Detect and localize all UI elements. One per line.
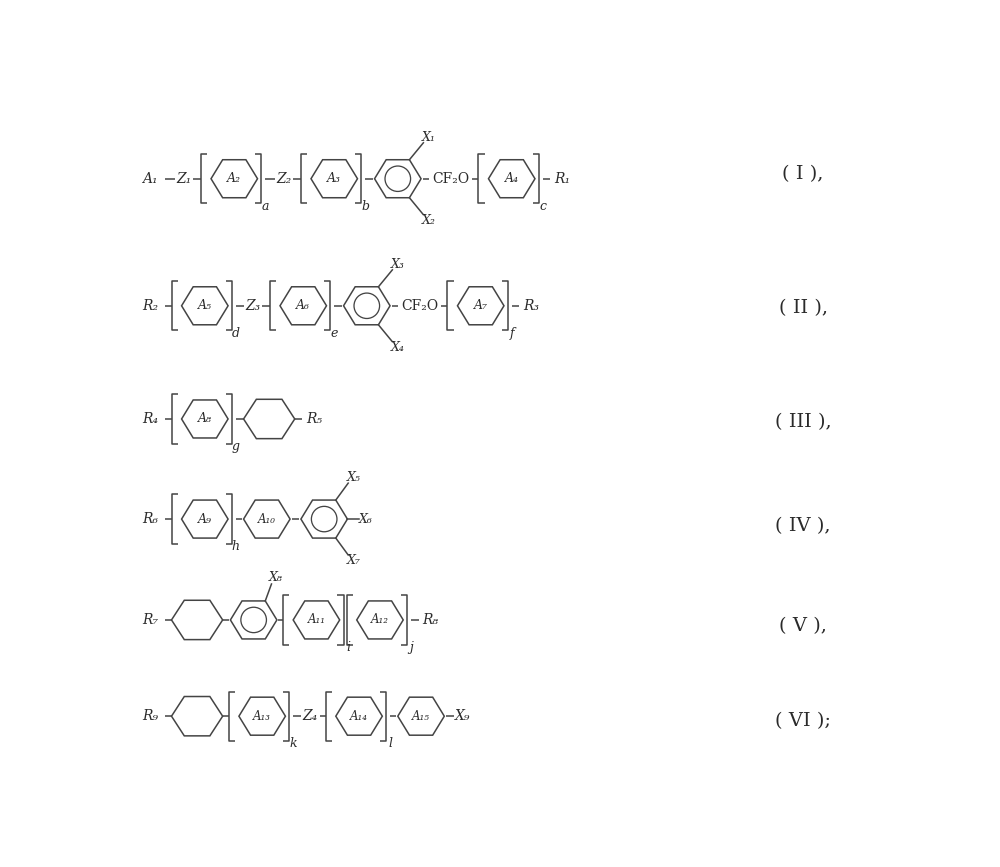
Text: g: g	[232, 440, 240, 453]
Text: R₁: R₁	[554, 172, 570, 186]
Text: X₆: X₆	[359, 512, 373, 525]
Text: R₅: R₅	[306, 412, 322, 426]
Text: X₁: X₁	[422, 131, 436, 144]
Text: A₁₀: A₁₀	[258, 512, 276, 525]
Text: e: e	[331, 327, 338, 340]
Text: CF₂O: CF₂O	[432, 172, 469, 186]
Text: X₄: X₄	[391, 341, 405, 354]
Text: Z₁: Z₁	[176, 172, 192, 186]
Text: Z₂: Z₂	[276, 172, 292, 186]
Text: X₇: X₇	[347, 554, 361, 567]
Text: R₇: R₇	[142, 613, 158, 627]
Text: h: h	[232, 540, 240, 553]
Text: ( II ),: ( II ),	[779, 298, 828, 316]
Text: ( VI );: ( VI );	[775, 713, 831, 731]
Text: A₉: A₉	[198, 512, 212, 525]
Text: A₁: A₁	[142, 172, 158, 186]
Text: Z₄: Z₄	[303, 709, 318, 723]
Text: A₁₅: A₁₅	[412, 710, 430, 723]
Text: d: d	[232, 327, 240, 340]
Text: X₈: X₈	[268, 571, 282, 584]
Text: X₃: X₃	[391, 258, 405, 271]
Text: A₁₂: A₁₂	[371, 614, 389, 627]
Text: R₂: R₂	[142, 299, 158, 313]
Text: ( V ),: ( V ),	[779, 617, 827, 636]
Text: c: c	[539, 200, 546, 213]
Text: R₄: R₄	[142, 412, 158, 426]
Text: k: k	[289, 738, 297, 751]
Text: f: f	[509, 327, 514, 340]
Text: b: b	[361, 200, 369, 213]
Text: Z₃: Z₃	[245, 299, 260, 313]
Text: R₆: R₆	[142, 512, 158, 526]
Text: A₁₃: A₁₃	[253, 710, 271, 723]
Text: A₆: A₆	[296, 299, 310, 312]
Text: A₅: A₅	[198, 299, 212, 312]
Text: ( I ),: ( I ),	[782, 165, 824, 183]
Text: A₇: A₇	[474, 299, 488, 312]
Text: X₉: X₉	[455, 709, 471, 723]
Text: A₃: A₃	[327, 173, 341, 186]
Text: ( IV ),: ( IV ),	[775, 517, 831, 535]
Text: X₂: X₂	[422, 213, 436, 226]
Text: a: a	[262, 200, 269, 213]
Text: A₄: A₄	[505, 173, 519, 186]
Text: R₉: R₉	[142, 709, 158, 723]
Text: ( III ),: ( III ),	[775, 414, 831, 432]
Text: l: l	[388, 738, 392, 751]
Text: R₃: R₃	[523, 299, 539, 313]
Text: A₂: A₂	[227, 173, 241, 186]
Text: A₁₁: A₁₁	[307, 614, 325, 627]
Text: i: i	[346, 642, 350, 655]
Text: R₈: R₈	[422, 613, 438, 627]
Text: A₈: A₈	[198, 413, 212, 426]
Text: A₁₄: A₁₄	[350, 710, 368, 723]
Text: j: j	[409, 642, 413, 655]
Text: X₅: X₅	[347, 472, 361, 485]
Text: CF₂O: CF₂O	[401, 299, 438, 313]
